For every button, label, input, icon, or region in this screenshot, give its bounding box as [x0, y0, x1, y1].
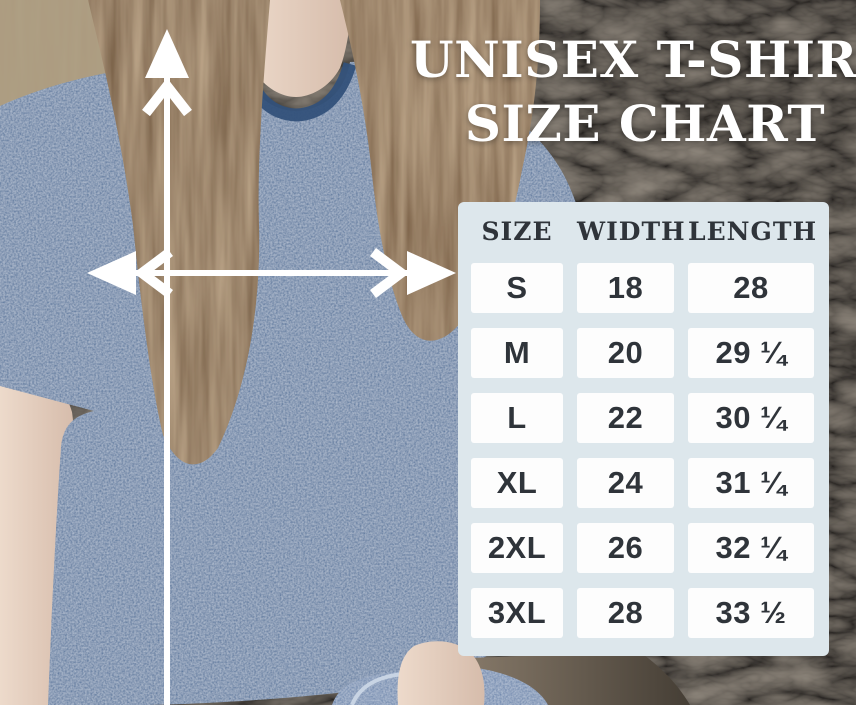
jeans-pocket-edge	[350, 672, 405, 705]
table-row-3xl: 3XL 28 33 ½	[471, 588, 816, 638]
size-cell: L	[471, 393, 563, 443]
table-row-xl: XL 24 31 ¼	[471, 458, 816, 508]
length-cell: 32 ¼	[688, 523, 814, 573]
length-cell: 28	[688, 263, 814, 313]
column-header-length: LENGTH	[688, 216, 818, 246]
model-hair-left	[88, 0, 270, 465]
model-hand	[397, 641, 485, 705]
size-cell: XL	[471, 458, 563, 508]
size-cell: M	[471, 328, 563, 378]
column-header-size: SIZE	[481, 216, 553, 246]
table-row-s: S 18 28	[471, 263, 816, 313]
size-cell: 2XL	[471, 523, 563, 573]
length-cell: 33 ½	[688, 588, 814, 638]
width-measurement-arrow	[87, 248, 456, 298]
size-chart-header: SIZE WIDTH LENGTH	[471, 210, 816, 252]
page-title: UNISEX T-SHIRT SIZE CHART	[410, 28, 856, 156]
size-cell: 3XL	[471, 588, 563, 638]
length-cell: 29 ¼	[688, 328, 814, 378]
width-cell: 28	[577, 588, 674, 638]
title-line-1: UNISEX T-SHIRT	[410, 30, 856, 89]
length-cell: 31 ¼	[688, 458, 814, 508]
width-cell: 26	[577, 523, 674, 573]
width-cell: 18	[577, 263, 674, 313]
length-cell: 30 ¼	[688, 393, 814, 443]
width-cell: 20	[577, 328, 674, 378]
table-row-l: L 22 30 ¼	[471, 393, 816, 443]
table-row-2xl: 2XL 26 32 ¼	[471, 523, 816, 573]
column-header-width: WIDTH	[577, 216, 686, 246]
title-line-2: SIZE CHART	[464, 94, 826, 153]
model-neck	[241, 0, 352, 97]
size-cell: S	[471, 263, 563, 313]
width-cell: 24	[577, 458, 674, 508]
width-cell: 22	[577, 393, 674, 443]
size-chart-panel: SIZE WIDTH LENGTH S 18 28 M 20 29 ¼ L 22…	[458, 202, 829, 656]
table-row-m: M 20 29 ¼	[471, 328, 816, 378]
length-measurement-arrow	[142, 29, 192, 705]
